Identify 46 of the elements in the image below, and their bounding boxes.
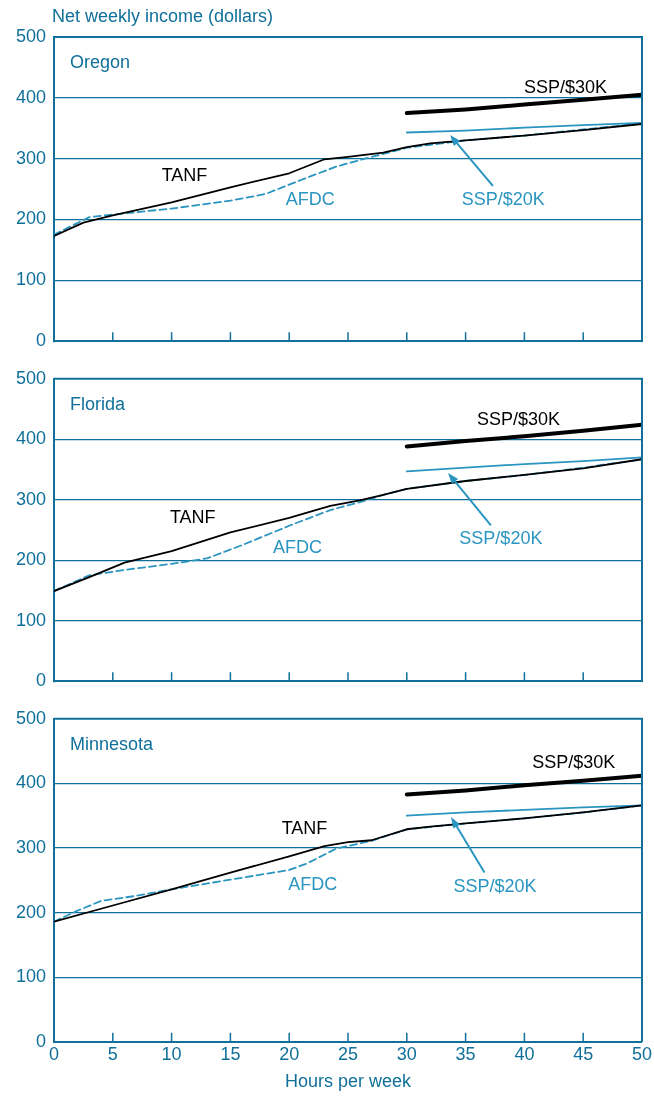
y-tick-label: 200: [15, 901, 46, 922]
series-label: AFDC: [288, 874, 338, 895]
text: SSP/$20K: [461, 189, 545, 210]
y-tick-label: 200: [15, 208, 46, 229]
x-tick-label: 10: [161, 1043, 182, 1064]
y-tick-label: 0: [35, 330, 46, 351]
y-tick-label: 300: [15, 147, 46, 168]
y-tick-label: 0: [35, 670, 46, 691]
y-tick-label: 500: [15, 367, 46, 388]
series-label: TANF: [281, 818, 328, 839]
x-tick-label: 50: [631, 1043, 652, 1064]
series-label: TANF: [161, 165, 208, 186]
y-tick-label: 400: [15, 428, 46, 449]
text: Oregon: [70, 51, 131, 72]
x-tick-label: 20: [279, 1043, 300, 1064]
series-label: AFDC: [285, 189, 335, 210]
series-label: TANF: [169, 506, 216, 527]
series-label: AFDC: [272, 537, 322, 558]
text: Florida: [70, 393, 127, 414]
y-tick-label: 0: [35, 1030, 46, 1051]
x-tick-label: 0: [48, 1043, 60, 1064]
y-tick-label: 100: [15, 269, 46, 290]
text: SSP/$20K: [459, 528, 543, 549]
x-tick-label: 15: [220, 1043, 241, 1064]
x-tick-label: 30: [396, 1043, 417, 1064]
series-label: SSP/$30K: [532, 751, 616, 772]
x-tick-label: 5: [107, 1043, 118, 1064]
y-tick-label: 400: [15, 772, 46, 793]
series-label: SSP/$30K: [476, 408, 561, 429]
y-tick-label: 300: [15, 488, 46, 509]
x-tick-label: 40: [514, 1043, 535, 1064]
y-tick-label: 300: [15, 836, 46, 857]
y-tick-label: 200: [15, 549, 46, 570]
y-axis-title: Net weekly income (dollars): [52, 5, 274, 26]
series-label: SSP/$30K: [524, 77, 608, 98]
y-tick-label: 400: [15, 86, 46, 107]
text: Minnesota: [70, 733, 155, 754]
y-tick-label: 500: [15, 707, 46, 728]
y-tick-label: 100: [15, 966, 46, 987]
x-tick-label: 35: [455, 1043, 476, 1064]
y-tick-label: 100: [15, 609, 46, 630]
text: SSP/$20K: [453, 875, 537, 896]
x-axis-title: Hours per week: [284, 1071, 413, 1092]
x-tick-label: 25: [337, 1043, 359, 1064]
x-tick-label: 45: [573, 1043, 594, 1064]
y-tick-label: 500: [15, 25, 46, 46]
